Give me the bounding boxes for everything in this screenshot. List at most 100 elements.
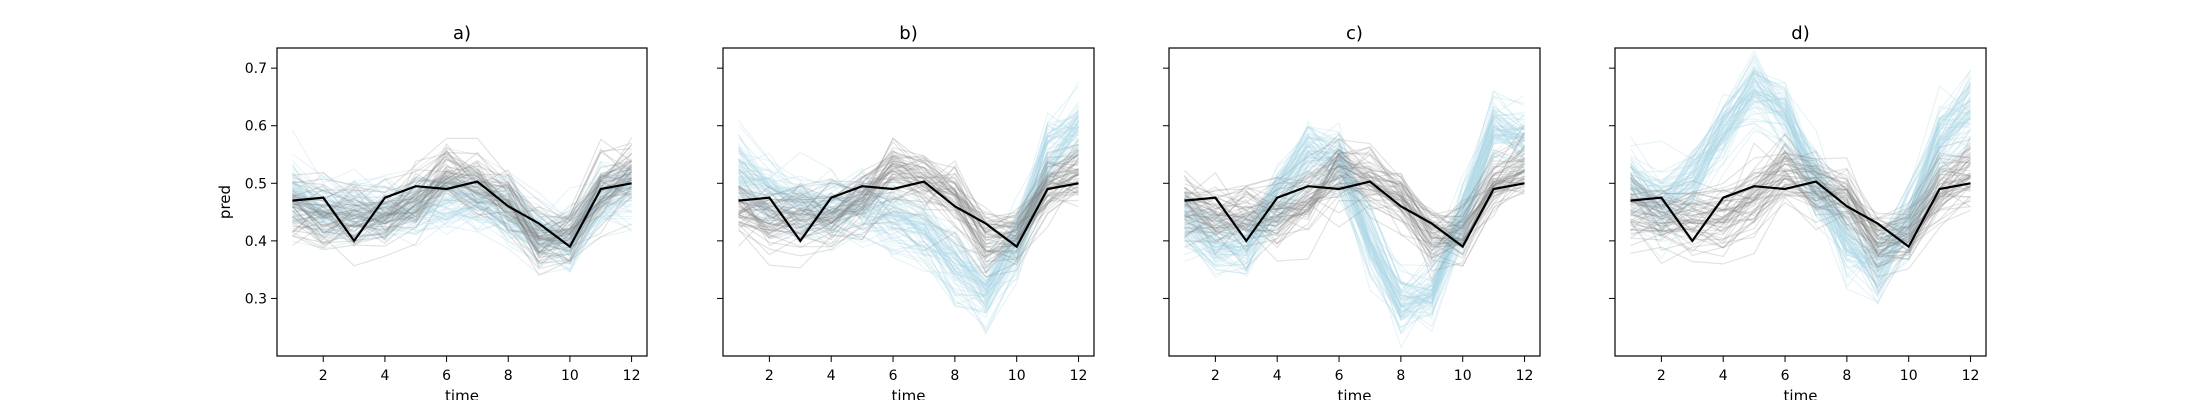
blue-sample-line xyxy=(292,189,632,268)
gray-sample-line xyxy=(1630,168,1971,248)
gray-sample-line xyxy=(738,153,1079,226)
blue-sample-line xyxy=(1183,136,1525,299)
blue-sample-line xyxy=(1183,125,1525,296)
blue-sample-line xyxy=(1184,121,1525,304)
observed-series xyxy=(292,180,632,249)
gray-sample-line xyxy=(738,173,1079,274)
gray-sample-line xyxy=(738,188,1079,278)
gray-sample-line xyxy=(1630,174,1971,253)
blue-sample-line xyxy=(292,179,632,249)
observed-series xyxy=(738,180,1079,249)
gray-sample-line xyxy=(292,153,633,240)
panel-d: 2 4 6 8 10 12 d) time xyxy=(1609,23,1987,400)
gray-sample-line xyxy=(738,137,1079,243)
observed-line xyxy=(1630,180,1971,249)
blue-sample-line xyxy=(1184,108,1525,308)
x-tick-label: 4 xyxy=(1273,368,1282,384)
x-tick-label: 6 xyxy=(442,368,451,384)
gray-sample-line xyxy=(738,178,1079,274)
gray-sample-line xyxy=(1630,195,1971,278)
gray-sample-line xyxy=(738,169,1079,260)
gray-sample-line xyxy=(738,172,1079,248)
panel-title: b) xyxy=(899,23,917,44)
gray-sample-line xyxy=(292,143,633,241)
blue-sample-line xyxy=(1630,49,1972,282)
blue-sample-line xyxy=(1630,58,1971,261)
blue-sample-line xyxy=(292,177,632,248)
blue-sample-line xyxy=(738,111,1080,293)
gray-sample-line xyxy=(1184,168,1525,245)
gray-sample-line xyxy=(292,151,632,221)
x-tick-label: 6 xyxy=(1781,368,1790,384)
blue-sample-line xyxy=(738,134,1079,274)
blue-sample-line xyxy=(291,189,632,245)
x-tick-label: 6 xyxy=(1335,368,1344,384)
gray-sample-line xyxy=(1184,154,1525,240)
gray-sample-line xyxy=(1184,159,1525,247)
panel-a: 2 4 6 8 10 12 0.3 0.4 0.5 0.6 0.7 a) time pred xyxy=(216,23,648,400)
gray-sample-line xyxy=(292,168,632,234)
blue-sample-line xyxy=(291,164,632,250)
x-tick-label: 2 xyxy=(1211,368,1220,384)
blue-sample-line xyxy=(1184,125,1525,309)
gray-sample-line xyxy=(1184,146,1525,218)
x-tick-label: 2 xyxy=(765,368,774,384)
gray-sample-line xyxy=(1630,152,1971,221)
blue-sample-line xyxy=(738,125,1079,298)
gray-sample-line xyxy=(1184,165,1525,235)
blue-sample-line xyxy=(738,138,1079,283)
blue-sample-line xyxy=(292,189,632,265)
gray-sample-line xyxy=(292,161,633,238)
blue-sample-line xyxy=(737,128,1079,319)
gray-sample-line xyxy=(1184,146,1525,231)
blue-sample-line xyxy=(291,173,632,248)
gray-sample-line xyxy=(738,165,1079,259)
blue-sample-line xyxy=(292,174,632,236)
blue-sample-line xyxy=(1630,78,1971,268)
blue-sample-line xyxy=(738,112,1079,282)
blue-sample-line xyxy=(291,164,633,228)
blue-sample-line xyxy=(1184,96,1525,307)
gray-sample-line xyxy=(292,180,632,260)
blue-sample-line xyxy=(292,171,632,256)
blue-sample-line xyxy=(1184,134,1525,314)
sample-lines xyxy=(291,129,633,276)
x-tick-label: 12 xyxy=(1962,368,1980,384)
blue-sample-line xyxy=(1184,108,1526,333)
blue-sample-line xyxy=(1630,114,1971,306)
gray-sample-line xyxy=(738,154,1079,246)
blue-sample-line xyxy=(1630,92,1971,288)
gray-sample-line xyxy=(738,160,1079,240)
blue-sample-line xyxy=(1184,128,1525,322)
plot-frame xyxy=(276,47,648,357)
gray-sample-line xyxy=(738,169,1079,235)
blue-sample-line xyxy=(1630,70,1971,258)
gray-sample-line xyxy=(1184,171,1525,269)
blue-sample-line xyxy=(1630,90,1971,277)
gray-sample-line xyxy=(292,196,633,265)
blue-sample-line xyxy=(292,183,632,232)
x-tick-label: 2 xyxy=(1657,368,1666,384)
gray-sample-line xyxy=(1184,138,1525,216)
gray-sample-line xyxy=(1184,144,1525,233)
gray-sample-line xyxy=(738,168,1079,257)
blue-sample-line xyxy=(292,177,632,240)
blue-sample-line xyxy=(292,195,632,273)
blue-sample-line xyxy=(292,188,632,251)
gray-sample-line xyxy=(738,155,1079,236)
gray-sample-line xyxy=(1184,149,1525,224)
gray-sample-line xyxy=(738,147,1079,223)
blue-sample-line xyxy=(1630,88,1971,262)
gray-sample-line xyxy=(1630,161,1971,248)
blue-sample-line xyxy=(1184,134,1525,302)
blue-sample-line xyxy=(1183,123,1525,314)
gray-sample-line xyxy=(1630,150,1971,231)
y-axis xyxy=(1163,67,1169,299)
x-tick-label: 2 xyxy=(319,368,328,384)
sample-lines xyxy=(1629,49,1972,306)
blue-sample-line xyxy=(1630,73,1971,252)
blue-sample-line xyxy=(1630,53,1971,243)
blue-sample-line xyxy=(1630,85,1971,266)
blue-sample-line xyxy=(738,126,1079,285)
blue-sample-line xyxy=(1184,125,1525,300)
